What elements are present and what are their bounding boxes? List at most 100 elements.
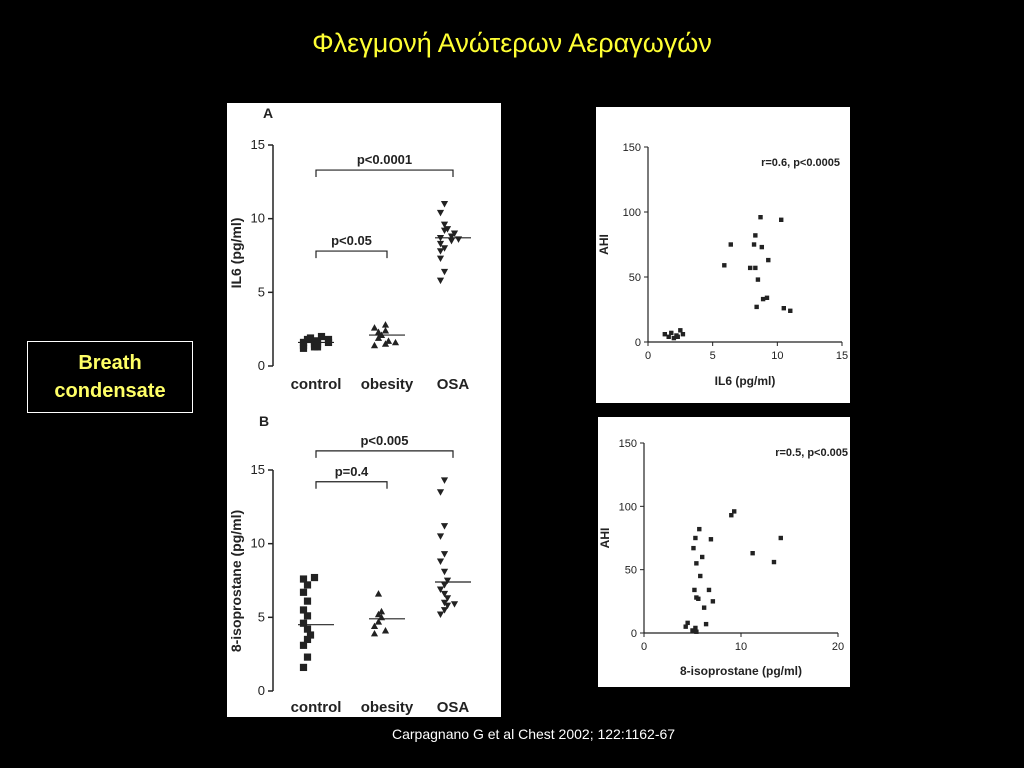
y-axis-label: IL6 (pg/ml) xyxy=(228,218,244,289)
data-point xyxy=(436,248,445,255)
data-point xyxy=(384,337,393,344)
data-point xyxy=(440,477,449,484)
data-point xyxy=(698,573,703,579)
y-tick-label: 0 xyxy=(258,358,265,373)
data-point xyxy=(759,244,765,250)
chart-d-svg: 0 50 100 150 0 10 20 8-isoprostane (pg/ml) AHI r=… xyxy=(598,438,848,678)
data-point xyxy=(436,558,445,565)
data-point xyxy=(781,306,786,311)
x-tick-label: 0 xyxy=(645,350,651,362)
data-point xyxy=(450,601,459,608)
data-point xyxy=(436,489,445,496)
data-point xyxy=(440,201,449,208)
slide-title: Φλεγμονή Ανώτερων Αεραγωγών xyxy=(312,28,712,58)
x-tick-label: 5 xyxy=(710,350,716,362)
data-point xyxy=(317,332,326,341)
p-value-label: p=0.4 xyxy=(335,464,369,479)
x-tick-label: 10 xyxy=(771,350,783,362)
data-point xyxy=(313,337,322,345)
data-point xyxy=(447,233,456,240)
data-point xyxy=(706,587,712,593)
data-point xyxy=(708,537,714,542)
data-point xyxy=(299,619,308,627)
data-point xyxy=(691,545,696,551)
data-point xyxy=(690,628,695,633)
data-point xyxy=(436,586,445,593)
y-tick-label: 150 xyxy=(619,438,637,450)
data-point xyxy=(669,330,674,336)
data-point xyxy=(436,533,445,540)
data-point xyxy=(377,607,386,615)
data-point xyxy=(758,215,763,220)
p-value-label: p<0.0001 xyxy=(357,152,412,167)
data-point xyxy=(299,588,308,596)
data-point xyxy=(299,575,308,583)
data-point xyxy=(753,233,758,238)
data-point xyxy=(755,277,761,282)
data-point xyxy=(436,611,445,618)
data-point xyxy=(440,582,449,589)
data-point xyxy=(754,304,759,310)
data-point xyxy=(436,255,445,263)
data-point xyxy=(753,265,758,271)
data-point xyxy=(443,226,452,233)
category-label: obesity xyxy=(361,699,414,716)
y-tick-label: 0 xyxy=(635,337,641,349)
data-point xyxy=(443,577,452,585)
data-point xyxy=(303,612,312,620)
y-tick-label: 10 xyxy=(251,536,265,551)
y-tick-label: 10 xyxy=(251,211,265,226)
data-point xyxy=(306,334,315,342)
data-point xyxy=(440,607,449,614)
data-point xyxy=(440,590,449,598)
y-tick-label: 0 xyxy=(631,628,637,640)
data-point xyxy=(703,621,709,627)
category-label: obesity xyxy=(361,376,414,393)
data-point xyxy=(374,328,383,335)
y-axis-label: AHI xyxy=(598,528,612,549)
data-point xyxy=(303,625,312,633)
data-point xyxy=(694,561,699,566)
data-point xyxy=(443,602,452,610)
data-point xyxy=(440,551,449,558)
data-point xyxy=(766,257,771,263)
data-point xyxy=(671,335,677,341)
y-tick-label: 150 xyxy=(623,142,641,154)
data-point xyxy=(440,221,449,229)
data-point xyxy=(760,296,766,302)
data-point xyxy=(693,535,698,541)
category-label: OSA xyxy=(437,699,470,716)
data-point xyxy=(370,629,379,637)
data-point xyxy=(299,606,308,614)
y-axis-label: 8-isoprostane (pg/ml) xyxy=(228,510,244,652)
data-point xyxy=(303,597,312,605)
data-point xyxy=(447,237,456,245)
y-axis-label: AHI xyxy=(597,234,611,255)
data-point xyxy=(771,559,777,565)
x-tick-label: 10 xyxy=(735,641,747,653)
x-axis-label: 8-isoprostane (pg/ml) xyxy=(680,664,802,678)
chart-panel-c: 0 50 100 150 0 5 10 15 IL6 (pg/ml) AHI r=0.6, p<0.… xyxy=(596,107,850,403)
significance-bracket xyxy=(315,169,454,178)
data-point xyxy=(440,268,449,276)
data-point xyxy=(697,526,702,532)
y-tick-label: 100 xyxy=(619,501,637,513)
data-point xyxy=(710,599,716,604)
data-point xyxy=(701,605,707,610)
citation: Carpagnano G et al Chest 2002; 122:1162-… xyxy=(392,726,676,742)
data-point xyxy=(764,295,770,300)
y-tick-label: 15 xyxy=(251,137,265,152)
y-tick-label: 100 xyxy=(623,207,641,219)
data-point xyxy=(751,242,757,247)
data-point xyxy=(370,341,379,349)
y-tick-label: 50 xyxy=(625,565,637,577)
data-point xyxy=(374,590,383,597)
data-point xyxy=(685,620,690,626)
chart-panel-d: 0 50 100 150 0 10 20 8-isoprostane (pg/ml) AHI r=… xyxy=(598,417,850,687)
data-point xyxy=(683,624,688,629)
data-point xyxy=(381,626,390,634)
data-point xyxy=(729,513,734,518)
panel-label: B xyxy=(259,413,269,429)
data-point xyxy=(313,343,322,351)
data-point xyxy=(728,242,733,247)
